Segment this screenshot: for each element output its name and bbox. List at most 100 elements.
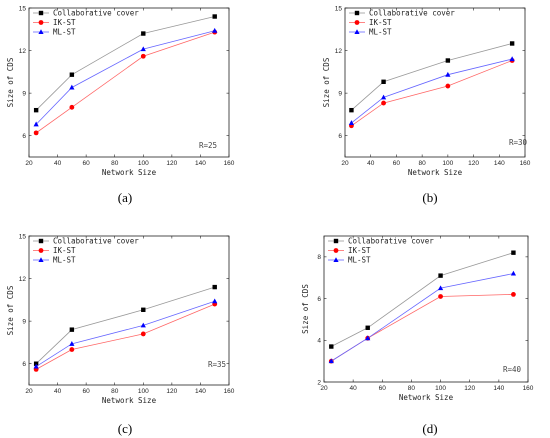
y-tick-label: 12 bbox=[19, 276, 27, 283]
data-point bbox=[69, 341, 75, 346]
x-axis-label: Network Size bbox=[399, 393, 454, 402]
series-line-2 bbox=[35, 300, 215, 367]
panel-d: 20 40 60 80 100 120 140 160 2 4 6 8 Network Size Size… bbox=[301, 235, 534, 436]
data-point bbox=[328, 358, 334, 364]
y-tick-label: 6 bbox=[317, 296, 321, 303]
data-point bbox=[381, 79, 386, 84]
panel-c: 20 40 60 80 100 120 140 160 6 9 12 15 Network Size Si… bbox=[6, 233, 235, 436]
legend-marker bbox=[38, 10, 44, 16]
legend-marker bbox=[354, 29, 360, 34]
plot-frame bbox=[28, 235, 230, 386]
radius-annotation: R=35 bbox=[208, 360, 226, 369]
x-tick-label: 20 bbox=[320, 385, 328, 392]
x-tick-label: 40 bbox=[54, 160, 62, 167]
legend-marker bbox=[333, 248, 339, 253]
x-tick-label: 80 bbox=[111, 388, 119, 395]
plot-frame bbox=[28, 7, 230, 158]
series-line-0 bbox=[35, 286, 215, 365]
x-tick-label: 140 bbox=[493, 385, 504, 392]
x-tick-label: 40 bbox=[367, 160, 375, 167]
x-axis-label: Network Size bbox=[102, 168, 157, 177]
x-tick-label: 20 bbox=[25, 388, 33, 395]
series-line-2 bbox=[35, 30, 215, 125]
y-tick-label: 9 bbox=[22, 90, 26, 97]
y-tick-label: 9 bbox=[22, 318, 26, 325]
data-point bbox=[437, 285, 444, 291]
y-tick-label: 15 bbox=[19, 233, 27, 240]
data-point bbox=[509, 41, 515, 46]
data-point bbox=[140, 46, 146, 52]
subfigure-caption: (d) bbox=[422, 421, 437, 436]
data-point bbox=[438, 294, 443, 299]
y-tick-label: 6 bbox=[22, 361, 26, 368]
legend-marker bbox=[333, 257, 339, 262]
x-tick-label: 120 bbox=[468, 160, 479, 167]
series-line-2 bbox=[331, 273, 514, 362]
data-point bbox=[212, 298, 218, 304]
x-tick-label: 100 bbox=[138, 388, 149, 395]
subfigure-caption: (a) bbox=[118, 190, 132, 205]
series-line-0 bbox=[35, 16, 215, 111]
data-point bbox=[69, 104, 75, 110]
legend-marker bbox=[333, 238, 339, 244]
data-point bbox=[511, 250, 516, 255]
series-line-1 bbox=[351, 60, 513, 127]
subfigure-caption: (b) bbox=[422, 190, 437, 205]
data-point bbox=[365, 325, 370, 330]
legend-label: IK-ST bbox=[53, 18, 76, 27]
data-point bbox=[510, 270, 517, 276]
y-axis-label: Size of CDS bbox=[301, 284, 310, 334]
data-point bbox=[33, 361, 39, 366]
y-axis-label: Size of CDS bbox=[6, 285, 15, 335]
x-tick-label: 100 bbox=[442, 160, 453, 167]
y-tick-label: 6 bbox=[338, 133, 342, 140]
legend-label: Collaborative cover bbox=[53, 9, 139, 18]
x-tick-label: 60 bbox=[393, 160, 401, 167]
y-tick-label: 12 bbox=[19, 48, 27, 55]
x-tick-label: 140 bbox=[195, 388, 206, 395]
y-tick-label: 15 bbox=[19, 5, 27, 12]
x-axis-label: Network Size bbox=[408, 168, 463, 177]
legend-label: ML-ST bbox=[53, 28, 76, 37]
data-point bbox=[349, 107, 354, 113]
x-tick-label: 40 bbox=[54, 388, 62, 395]
x-tick-label: 40 bbox=[350, 385, 358, 392]
data-point bbox=[140, 331, 146, 337]
panel-b: 20 40 60 80 100 120 140 160 6 9 12 15 Network Size Si… bbox=[322, 5, 531, 205]
y-tick-label: 9 bbox=[338, 90, 342, 97]
x-axis-label: Network Size bbox=[102, 396, 157, 405]
legend-marker bbox=[38, 248, 44, 253]
y-tick-label: 8 bbox=[317, 254, 321, 261]
x-tick-label: 80 bbox=[419, 160, 427, 167]
series-line-0 bbox=[331, 252, 514, 347]
x-tick-label: 100 bbox=[138, 160, 149, 167]
data-point bbox=[365, 335, 371, 341]
data-point bbox=[33, 121, 39, 127]
data-point bbox=[140, 53, 146, 59]
data-point bbox=[69, 327, 75, 332]
x-tick-label: 60 bbox=[379, 385, 387, 392]
y-tick-label: 15 bbox=[335, 5, 343, 12]
x-tick-label: 100 bbox=[435, 385, 446, 392]
legend-label: Collaborative cover bbox=[369, 9, 455, 18]
data-point bbox=[141, 31, 146, 36]
legend-marker bbox=[38, 257, 44, 262]
y-axis-label: Size of CDS bbox=[6, 57, 15, 107]
series-line-1 bbox=[35, 31, 215, 134]
series-line-0 bbox=[351, 43, 513, 111]
data-point bbox=[380, 94, 387, 100]
x-tick-label: 160 bbox=[224, 160, 235, 167]
legend-label: IK-ST bbox=[53, 246, 76, 255]
series-line-1 bbox=[35, 303, 215, 370]
data-point bbox=[212, 284, 217, 290]
data-point bbox=[445, 83, 451, 89]
legend-marker bbox=[354, 10, 360, 16]
y-axis-label: Size of CDS bbox=[322, 57, 331, 107]
series-line-2 bbox=[351, 58, 513, 124]
data-point bbox=[33, 107, 39, 113]
